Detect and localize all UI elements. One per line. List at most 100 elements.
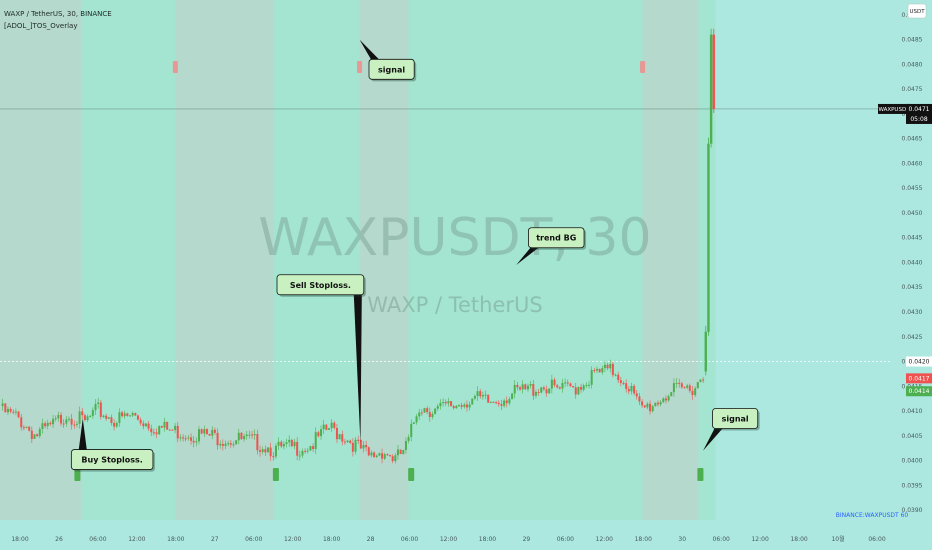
candle-body[interactable] xyxy=(450,401,453,407)
candle-body[interactable] xyxy=(152,432,155,434)
candle-body[interactable] xyxy=(487,394,490,403)
candle-body[interactable] xyxy=(261,449,264,452)
candle-body[interactable] xyxy=(123,413,126,417)
candle-body[interactable] xyxy=(664,398,667,401)
candle-body[interactable] xyxy=(606,364,609,369)
candle-body[interactable] xyxy=(113,422,116,427)
candle-body[interactable] xyxy=(625,383,628,389)
candle-body[interactable] xyxy=(301,450,304,456)
candle-body[interactable] xyxy=(675,382,678,384)
candle-body[interactable] xyxy=(540,387,543,393)
candle-body[interactable] xyxy=(248,434,251,436)
candle-body[interactable] xyxy=(656,402,659,405)
candle-body[interactable] xyxy=(158,426,161,435)
candle-body[interactable] xyxy=(641,401,644,406)
candle-body[interactable] xyxy=(686,385,689,388)
candle-body[interactable] xyxy=(290,439,293,447)
callout-1[interactable]: trend BG xyxy=(516,227,587,265)
candle-body[interactable] xyxy=(182,437,185,439)
candle-body[interactable] xyxy=(598,368,601,373)
candle-body[interactable] xyxy=(638,396,641,402)
candle-body[interactable] xyxy=(633,385,636,394)
candle-body[interactable] xyxy=(659,402,662,405)
candle-body[interactable] xyxy=(73,424,76,426)
candle-body[interactable] xyxy=(211,429,214,436)
candle-body[interactable] xyxy=(293,441,296,447)
candle-body[interactable] xyxy=(709,34,713,144)
candle-body[interactable] xyxy=(465,404,468,408)
candle-body[interactable] xyxy=(545,389,548,394)
candle-body[interactable] xyxy=(609,363,612,369)
candle-body[interactable] xyxy=(6,408,9,413)
candle-body[interactable] xyxy=(590,370,593,385)
candle-body[interactable] xyxy=(556,385,559,388)
candle-body[interactable] xyxy=(142,423,145,427)
candle-body[interactable] xyxy=(672,383,675,393)
candle-body[interactable] xyxy=(208,433,211,436)
candle-body[interactable] xyxy=(205,429,208,434)
buy-marker[interactable] xyxy=(272,468,279,481)
candle-body[interactable] xyxy=(36,434,39,437)
candle-body[interactable] xyxy=(548,388,551,394)
candle-body[interactable] xyxy=(367,447,370,456)
candle-body[interactable] xyxy=(224,443,227,446)
candle-body[interactable] xyxy=(12,411,15,413)
candle-body[interactable] xyxy=(495,402,498,404)
candle-body[interactable] xyxy=(630,385,633,392)
candle-body[interactable] xyxy=(219,443,222,446)
candle-body[interactable] xyxy=(298,455,301,457)
candle-body[interactable] xyxy=(481,395,484,397)
callout-4[interactable]: signal xyxy=(703,408,760,451)
candle-body[interactable] xyxy=(346,440,349,443)
candle-body[interactable] xyxy=(62,423,65,425)
candle-body[interactable] xyxy=(381,453,384,459)
candle-body[interactable] xyxy=(537,391,540,393)
candle-body[interactable] xyxy=(712,34,715,109)
candle-body[interactable] xyxy=(550,379,553,389)
candle-body[interactable] xyxy=(410,423,413,437)
candle-body[interactable] xyxy=(54,418,57,420)
candle-body[interactable] xyxy=(492,401,495,403)
candle-body[interactable] xyxy=(312,446,315,450)
indicator-name[interactable]: [ADOL_]TOS_Overlay xyxy=(4,22,78,30)
candle-body[interactable] xyxy=(654,402,657,407)
candle-body[interactable] xyxy=(444,401,447,404)
candle-body[interactable] xyxy=(264,449,267,453)
candle-body[interactable] xyxy=(667,396,670,401)
candle-body[interactable] xyxy=(595,368,598,371)
signal-marker[interactable] xyxy=(640,61,646,73)
candle-body[interactable] xyxy=(174,425,177,431)
buy-marker[interactable] xyxy=(408,468,415,481)
candle-body[interactable] xyxy=(354,439,357,452)
candle-body[interactable] xyxy=(471,398,474,405)
candle-body[interactable] xyxy=(412,422,415,424)
candle-body[interactable] xyxy=(508,398,511,404)
candle-body[interactable] xyxy=(65,419,68,424)
candle-body[interactable] xyxy=(240,432,243,440)
candle-body[interactable] xyxy=(272,456,275,458)
candle-body[interactable] xyxy=(476,391,479,396)
candle-body[interactable] xyxy=(243,436,246,440)
candle-body[interactable] xyxy=(314,432,317,450)
candle-body[interactable] xyxy=(190,437,193,441)
candle-body[interactable] xyxy=(434,408,437,414)
candle-body[interactable] xyxy=(136,415,139,420)
candle-body[interactable] xyxy=(691,390,694,396)
candle-body[interactable] xyxy=(617,374,620,381)
candle-body[interactable] xyxy=(704,331,707,372)
candle-body[interactable] xyxy=(78,411,81,424)
candle-body[interactable] xyxy=(251,434,254,436)
candle-body[interactable] xyxy=(357,439,360,441)
candle-body[interactable] xyxy=(327,428,330,430)
candle-body[interactable] xyxy=(455,405,458,409)
buy-marker[interactable] xyxy=(697,468,704,481)
candle-body[interactable] xyxy=(436,406,439,409)
candle-body[interactable] xyxy=(70,418,73,425)
candle-body[interactable] xyxy=(702,379,705,381)
candle-body[interactable] xyxy=(94,404,97,411)
candle-body[interactable] xyxy=(221,443,224,446)
candle-body[interactable] xyxy=(306,450,309,452)
candle-body[interactable] xyxy=(60,414,63,424)
candle-body[interactable] xyxy=(333,422,336,428)
